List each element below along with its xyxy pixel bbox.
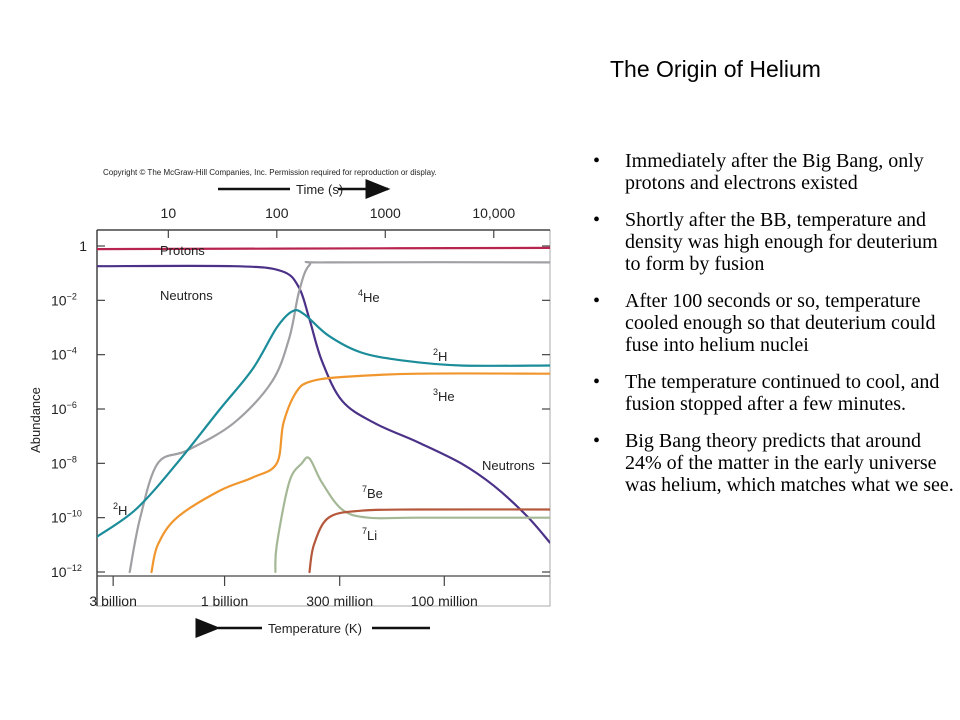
label-protons: Protons <box>160 243 205 258</box>
bottom-tick-label: 1 billion <box>201 593 248 609</box>
series-line-protons <box>97 246 550 251</box>
label-neutrons-left: Neutrons <box>160 288 213 303</box>
bullet-item: After 100 seconds or so, temperature coo… <box>593 290 955 356</box>
top-axis-label: Time (s) <box>296 182 343 197</box>
label-be7: 7Be <box>362 484 383 501</box>
label-neutrons-right: Neutrons <box>482 458 535 473</box>
label-li7: 7Li <box>362 526 377 543</box>
y-tick-label: 10−2 <box>51 291 77 308</box>
series-line-3-he <box>150 372 550 574</box>
top-tick-label: 10,000 <box>472 205 515 221</box>
y-tick-label: 1 <box>79 238 87 254</box>
top-tick-label: 1000 <box>370 205 401 221</box>
bullet-item: The temperature continued to cool, and f… <box>593 371 955 415</box>
bullet-item: Immediately after the Big Bang, only pro… <box>593 150 955 194</box>
bullet-item: Shortly after the BB, temperature and de… <box>593 209 955 275</box>
abundance-chart: Copyright © The McGraw-Hill Companies, I… <box>28 168 551 638</box>
label-he4: 4He <box>358 288 380 305</box>
y-tick-label: 10−12 <box>51 563 82 580</box>
series-group <box>97 246 550 574</box>
y-axis-ticks: 1 10−2 10−4 10−6 10−8 10−10 10−12 <box>51 238 105 580</box>
slide-title: The Origin of Helium <box>610 56 821 82</box>
series-line-7-li <box>308 508 550 574</box>
right-axis-ticks <box>542 245 550 573</box>
series-line-4-he <box>128 260 550 574</box>
top-tick-label: 10 <box>161 205 177 221</box>
label-h2-left: 2H <box>113 501 127 518</box>
y-tick-label: 10−6 <box>51 400 77 417</box>
top-tick-label: 100 <box>265 205 289 221</box>
bullet-list: Immediately after the Big Bang, only pro… <box>593 150 955 511</box>
series-line-7-be <box>274 456 550 574</box>
bottom-tick-label: 300 million <box>306 593 373 609</box>
bottom-axis-ticks: 3 billion 1 billion 300 million 100 million <box>89 576 478 609</box>
bullet-item: Big Bang theory predicts that around 24%… <box>593 430 955 496</box>
plot-frame <box>96 229 551 607</box>
series-line-2-h <box>97 309 550 538</box>
y-axis-label: Abundance <box>28 387 43 453</box>
y-tick-label: 10−8 <box>51 454 77 471</box>
series-line-neutrons <box>97 264 550 544</box>
copyright-note: Copyright © The McGraw-Hill Companies, I… <box>103 168 437 177</box>
y-tick-label: 10−10 <box>51 509 82 526</box>
top-axis: 10 100 1000 10,000 <box>161 205 515 238</box>
bottom-tick-label: 3 billion <box>89 593 136 609</box>
x-axis-label: Temperature (K) <box>268 621 362 636</box>
label-h2: 2H <box>433 347 447 364</box>
y-tick-label: 10−4 <box>51 346 77 363</box>
curve-labels: Protons Neutrons 4He 2H 3He Neutrons 7Be… <box>113 243 535 543</box>
label-he3: 3He <box>433 387 455 404</box>
bottom-tick-label: 100 million <box>411 593 478 609</box>
